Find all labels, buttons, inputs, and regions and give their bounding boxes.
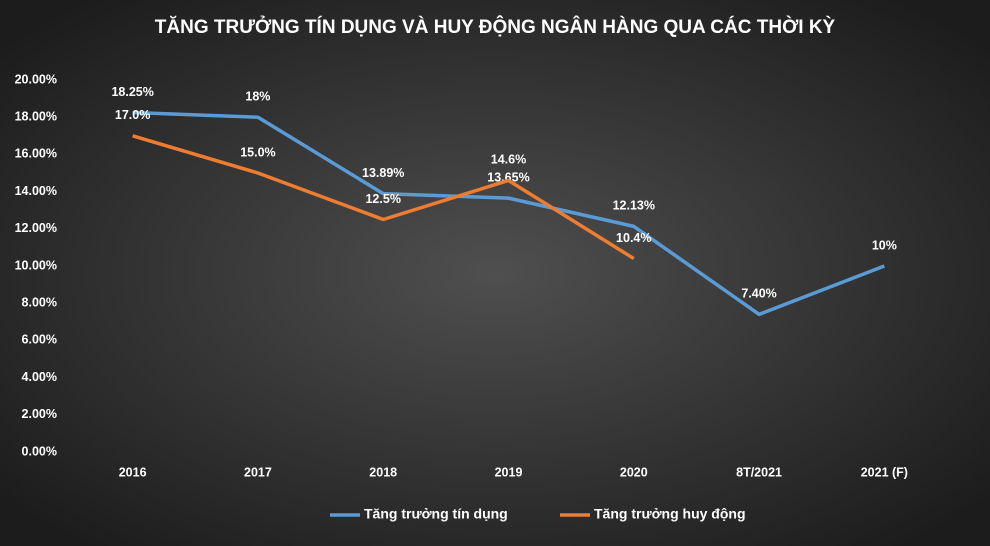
data-label: 13.89% bbox=[362, 166, 404, 180]
y-tick-label: 8.00% bbox=[22, 295, 57, 309]
y-tick-label: 4.00% bbox=[22, 370, 57, 384]
data-label: 17.0% bbox=[115, 108, 150, 122]
y-tick-label: 12.00% bbox=[15, 221, 57, 235]
y-tick-label: 2.00% bbox=[22, 407, 57, 421]
legend-label: Tăng trưởng tín dụng bbox=[364, 506, 508, 522]
data-label: 10.4% bbox=[616, 231, 651, 245]
data-label: 14.6% bbox=[491, 153, 526, 167]
y-tick-label: 14.00% bbox=[15, 184, 57, 198]
y-tick-label: 20.00% bbox=[15, 72, 57, 86]
data-label: 13.65% bbox=[487, 170, 529, 184]
y-tick-label: 16.00% bbox=[15, 147, 57, 161]
data-label: 12.13% bbox=[613, 199, 655, 213]
data-label: 15.0% bbox=[240, 145, 275, 159]
x-tick-label: 2019 bbox=[495, 465, 523, 479]
series-line bbox=[132, 134, 635, 261]
x-tick-label: 8T/2021 bbox=[736, 465, 782, 479]
y-tick-label: 10.00% bbox=[15, 258, 57, 272]
x-tick-label: 2020 bbox=[620, 465, 648, 479]
data-label: 18% bbox=[245, 89, 270, 103]
x-tick-label: 2018 bbox=[369, 465, 397, 479]
x-tick-label: 2017 bbox=[244, 465, 272, 479]
y-tick-label: 6.00% bbox=[22, 333, 57, 347]
chart-title: TĂNG TRƯỞNG TÍN DỤNG VÀ HUY ĐỘNG NGÂN HÀ… bbox=[155, 16, 836, 38]
data-label: 12.5% bbox=[365, 192, 400, 206]
y-tick-label: 0.00% bbox=[22, 444, 57, 458]
data-label: 7.40% bbox=[741, 287, 776, 301]
data-label: 18.25% bbox=[111, 85, 153, 99]
series-line bbox=[132, 110, 885, 317]
x-tick-label: 2016 bbox=[119, 465, 147, 479]
data-label: 10% bbox=[872, 238, 897, 252]
y-tick-label: 18.00% bbox=[15, 109, 57, 123]
legend-label: Tăng trưởng huy động bbox=[594, 506, 746, 522]
x-tick-label: 2021 (F) bbox=[861, 465, 908, 479]
